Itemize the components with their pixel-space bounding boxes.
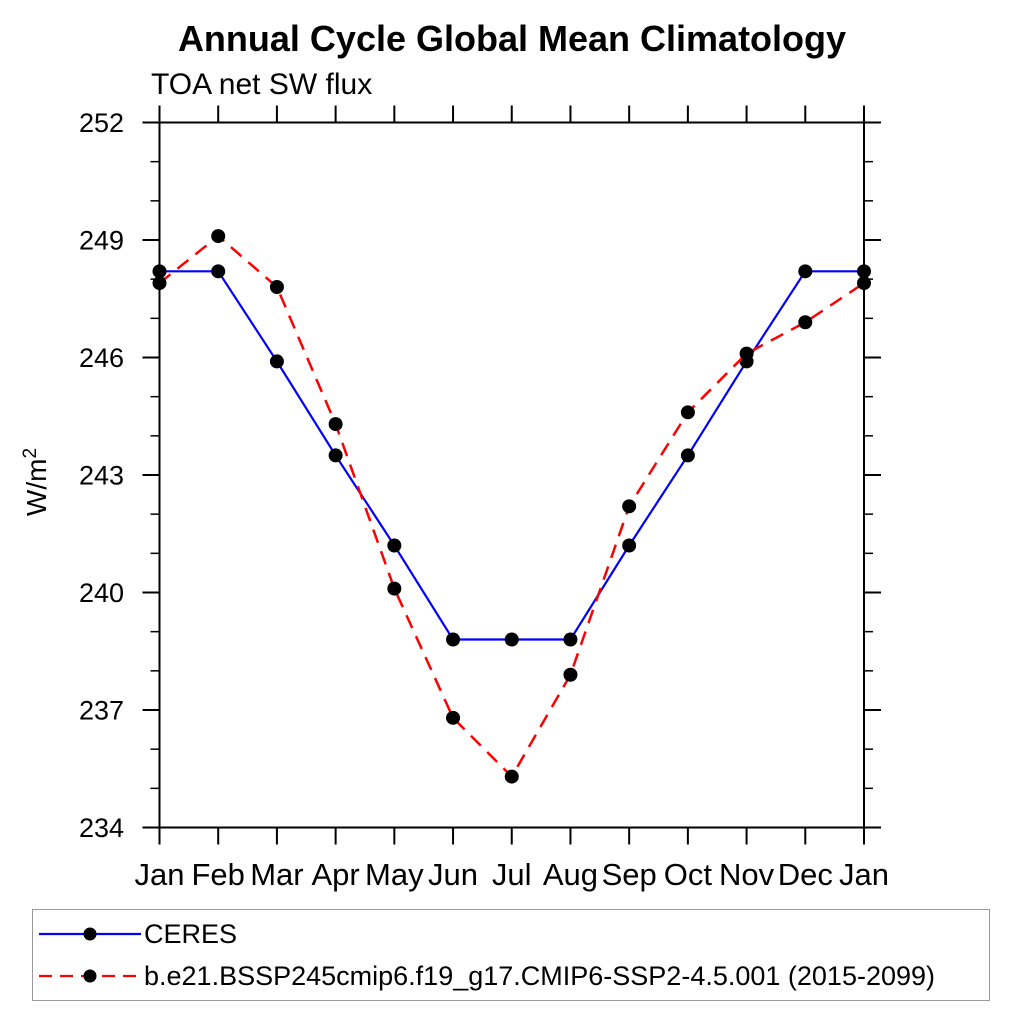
svg-text:237: 237: [79, 696, 124, 726]
svg-text:Feb: Feb: [191, 857, 244, 892]
legend-sample-model-line: [39, 969, 141, 983]
svg-text:Dec: Dec: [778, 857, 833, 892]
svg-text:Apr: Apr: [312, 857, 360, 892]
legend-row-ceres: CERES: [37, 912, 985, 956]
svg-text:Nov: Nov: [719, 857, 775, 892]
data-series-lines: [152, 229, 871, 784]
svg-text:Aug: Aug: [543, 857, 598, 892]
svg-text:Jan: Jan: [135, 857, 185, 892]
legend-box: CERES b.e21.BSSP245cmip6.f19_g17.CMIP6-S…: [32, 909, 990, 1001]
svg-text:May: May: [365, 857, 424, 892]
svg-text:243: 243: [79, 461, 124, 491]
svg-text:234: 234: [79, 813, 124, 843]
y-axis-title: W/m2: [20, 448, 52, 516]
svg-text:Oct: Oct: [664, 857, 713, 892]
y-axis-title-superscript: 2: [20, 448, 41, 459]
svg-text:Jul: Jul: [492, 857, 532, 892]
legend-row-model: b.e21.BSSP245cmip6.f19_g17.CMIP6-SSP2-4.…: [37, 954, 985, 998]
page-title: Annual Cycle Global Mean Climatology: [177, 18, 847, 59]
svg-text:Jan: Jan: [839, 857, 889, 892]
svg-text:Sep: Sep: [602, 857, 657, 892]
chart-subtitle: TOA net SW flux: [151, 68, 373, 101]
legend-label-ceres: CERES: [144, 918, 238, 949]
svg-text:Jun: Jun: [428, 857, 478, 892]
svg-text:Mar: Mar: [250, 857, 303, 892]
svg-text:249: 249: [79, 226, 124, 256]
svg-text:246: 246: [79, 343, 124, 373]
svg-text:252: 252: [79, 108, 124, 138]
svg-text:240: 240: [79, 578, 124, 608]
legend-label-model: b.e21.BSSP245cmip6.f19_g17.CMIP6-SSP2-4.…: [144, 960, 936, 991]
legend-sample-ceres-line: [39, 927, 141, 941]
